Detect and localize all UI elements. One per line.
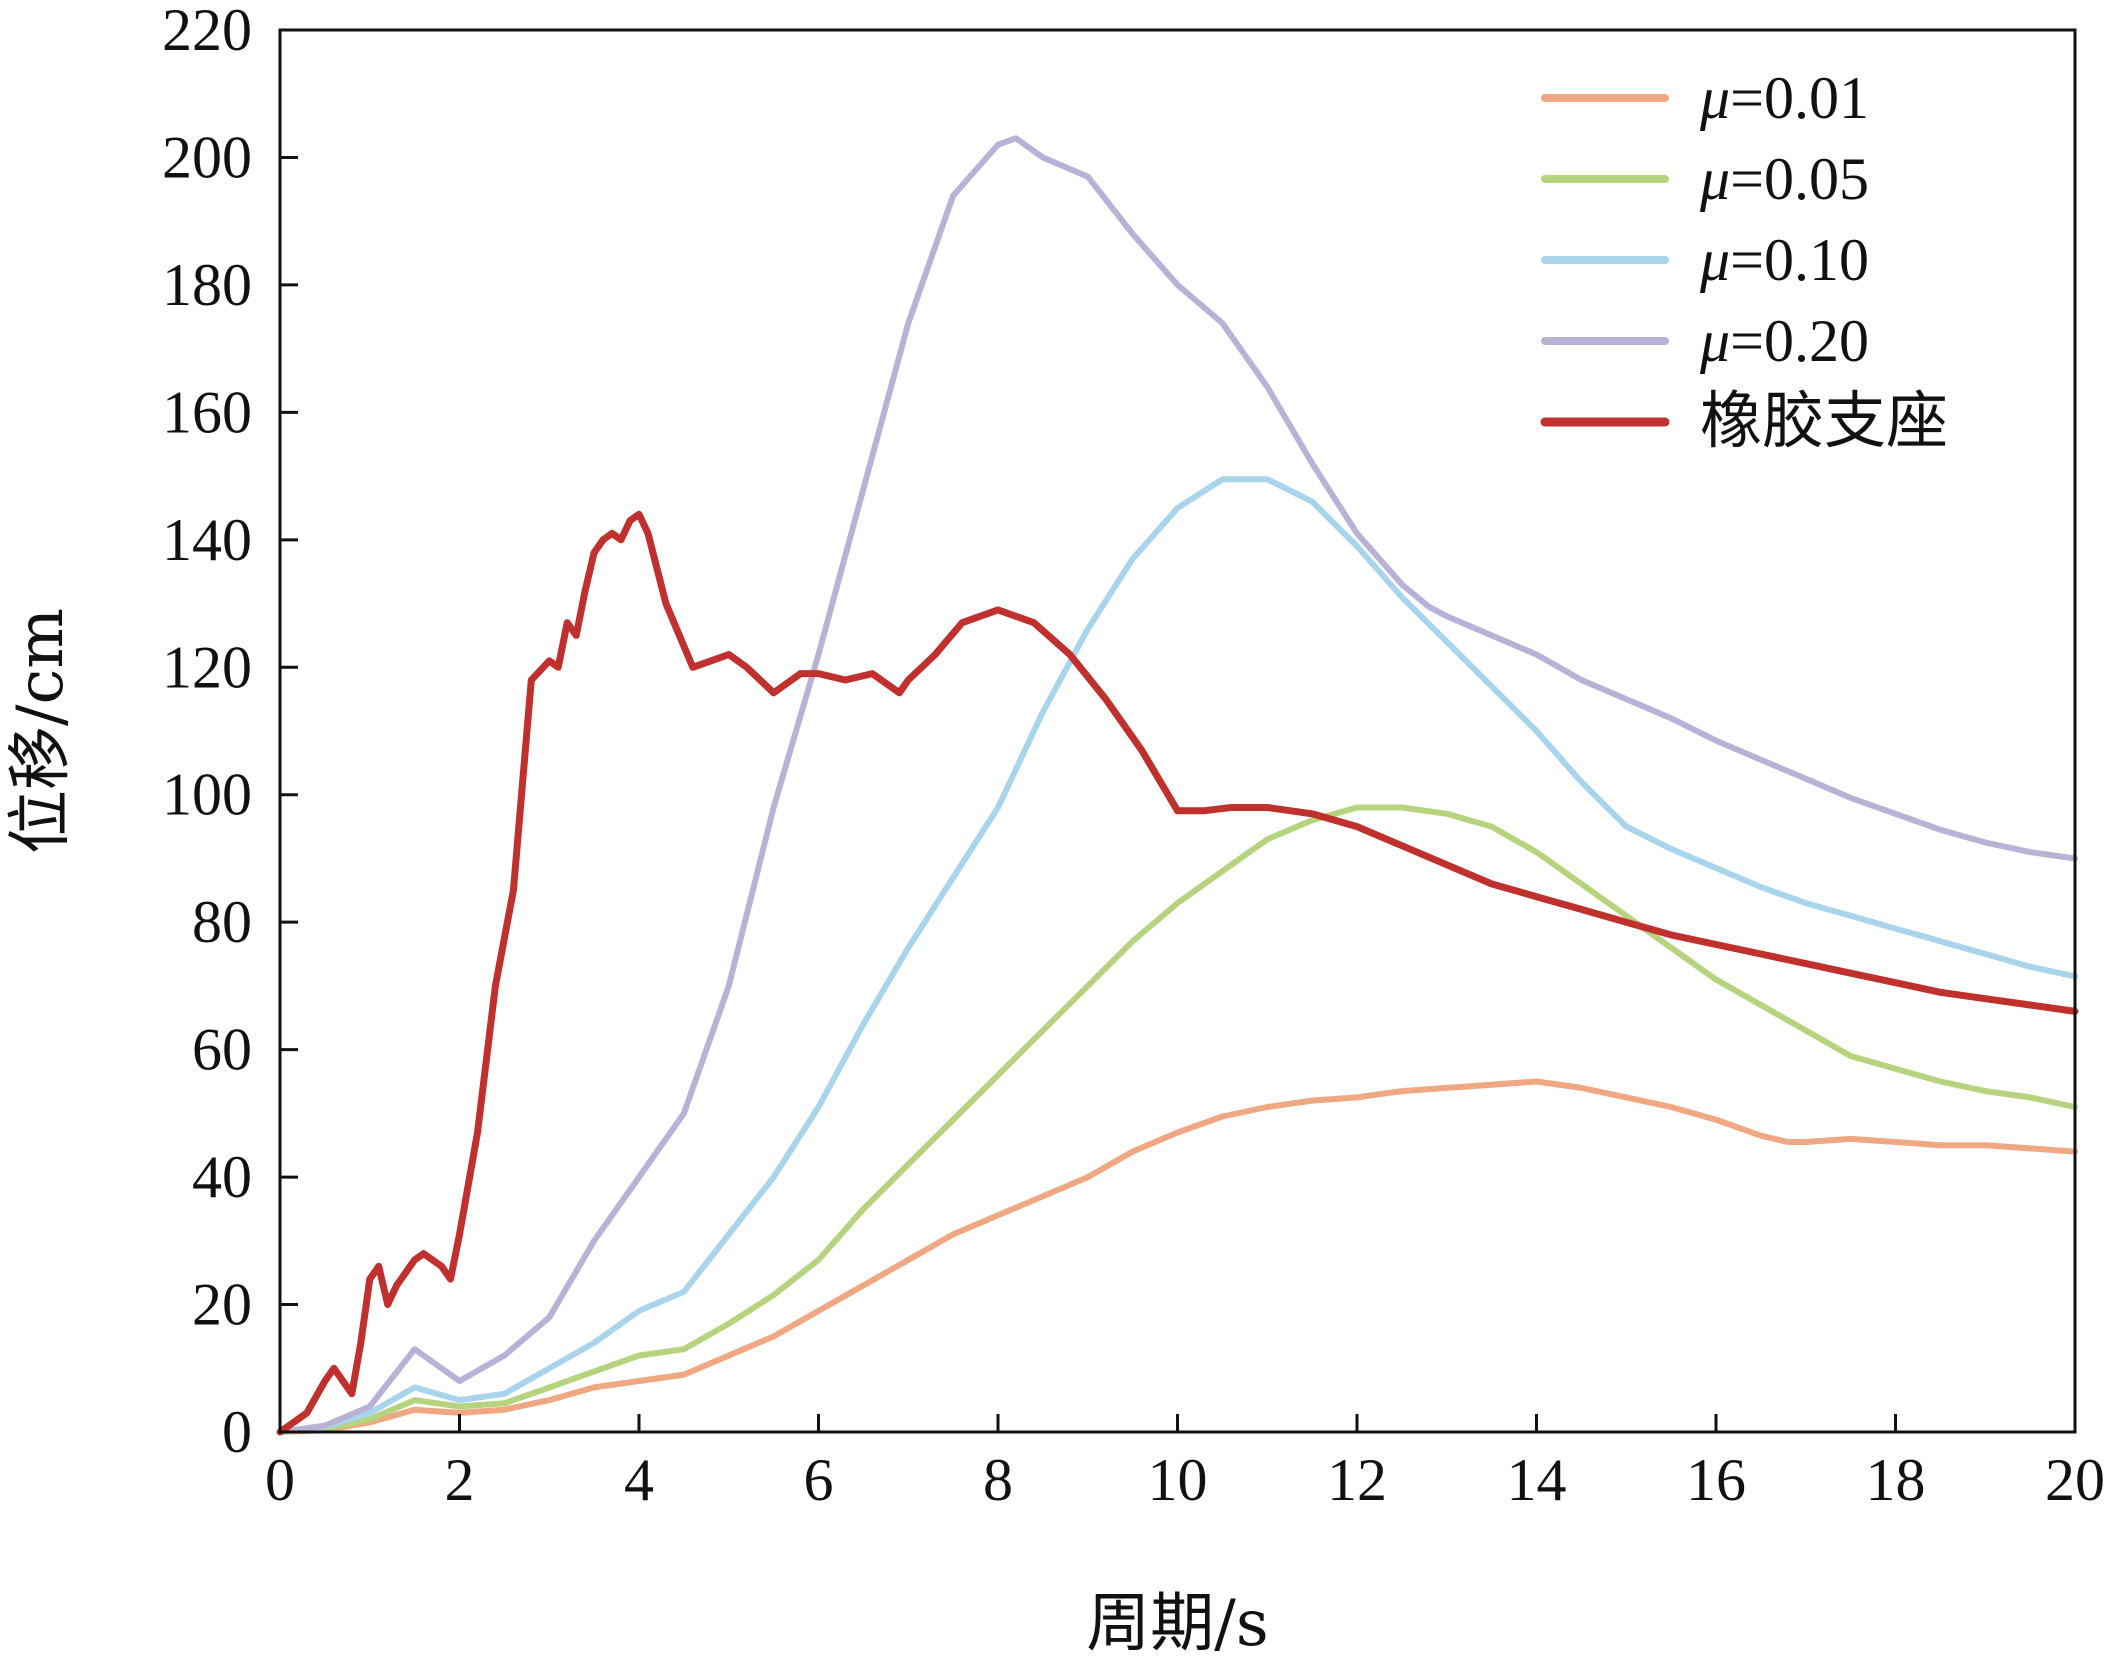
y-tick-label: 180 [162,252,252,318]
x-tick-label: 12 [1327,1447,1387,1513]
y-tick-label: 220 [162,0,252,63]
x-tick-label: 0 [265,1447,295,1513]
y-tick-label: 60 [192,1017,252,1083]
legend-label-0: μ=0.01 [1699,65,1869,131]
series-line-0 [277,1078,2078,1435]
x-tick-label: 18 [1866,1447,1926,1513]
x-tick-label: 10 [1148,1447,1208,1513]
y-axis-title: 位移/cm [4,608,78,854]
x-tick-label: 6 [804,1447,834,1513]
x-tick-label: 4 [624,1447,654,1513]
legend: μ=0.01 μ=0.05 μ=0.10 μ=0.20 橡胶支座 [1540,65,1948,457]
x-tick-label: 2 [445,1447,475,1513]
y-tick-label: 80 [192,889,252,955]
legend-label-4: 橡胶支座 [1700,384,1948,457]
series-line-3 [277,135,2078,1435]
y-tick-label: 160 [162,379,252,445]
legend-label-1: μ=0.05 [1699,146,1869,212]
series-line-2 [277,476,2078,1435]
legend-label-3: μ=0.20 [1699,308,1869,374]
x-axis-title: 周期/s [1086,1587,1268,1660]
y-tick-label: 100 [162,762,252,828]
y-tick-label: 200 [162,124,252,190]
x-tick-label: 20 [2045,1447,2105,1513]
series-line-1 [277,804,2078,1435]
x-tick-label: 16 [1686,1447,1746,1513]
y-tick-label: 140 [162,507,252,573]
x-tick-label: 8 [983,1447,1013,1513]
y-tick-label: 20 [192,1272,252,1338]
y-tick-label: 40 [192,1144,252,1210]
axes: 0 2 4 6 8 10 12 14 16 18 2002040608010012014016018… [162,0,2105,1513]
legend-label-2: μ=0.10 [1699,227,1869,293]
x-tick-label: 14 [1507,1447,1567,1513]
series-layer [276,135,2079,1436]
y-tick-label: 0 [222,1399,252,1465]
series-line-4 [276,510,2079,1436]
y-tick-label: 120 [162,634,252,700]
